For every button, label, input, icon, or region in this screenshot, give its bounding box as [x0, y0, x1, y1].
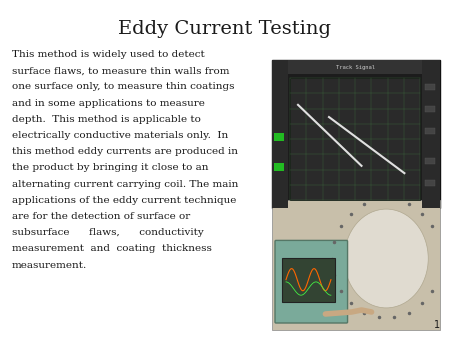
Text: surface flaws, to measure thin walls from: surface flaws, to measure thin walls fro… — [12, 66, 230, 75]
Bar — [425, 128, 435, 134]
FancyBboxPatch shape — [275, 240, 347, 323]
Text: and in some applications to measure: and in some applications to measure — [12, 99, 205, 107]
Bar — [422, 60, 440, 208]
Text: electrically conductive materials only.  In: electrically conductive materials only. … — [12, 131, 228, 140]
Bar — [290, 78, 420, 200]
Text: This method is widely used to detect: This method is widely used to detect — [12, 50, 205, 59]
Text: alternating current carrying coil. The main: alternating current carrying coil. The m… — [12, 179, 238, 189]
Bar — [425, 180, 435, 186]
Text: applications of the eddy current technique: applications of the eddy current techniq… — [12, 196, 236, 205]
Bar — [272, 60, 288, 208]
Bar — [274, 163, 284, 171]
Text: measurement.: measurement. — [12, 261, 87, 270]
Text: are for the detection of surface or: are for the detection of surface or — [12, 212, 190, 221]
Text: the product by bringing it close to an: the product by bringing it close to an — [12, 163, 208, 172]
Bar — [272, 60, 440, 74]
Ellipse shape — [344, 209, 428, 308]
Bar — [425, 106, 435, 112]
Text: subsurface      flaws,      conductivity: subsurface flaws, conductivity — [12, 228, 204, 237]
Text: this method eddy currents are produced in: this method eddy currents are produced i… — [12, 147, 238, 156]
Bar — [282, 258, 335, 302]
Bar — [425, 158, 435, 164]
Bar — [272, 60, 440, 208]
Bar — [425, 83, 435, 90]
Text: one surface only, to measure thin coatings: one surface only, to measure thin coatin… — [12, 82, 234, 91]
Bar — [272, 200, 440, 330]
Text: depth.  This method is applicable to: depth. This method is applicable to — [12, 115, 201, 124]
Text: 1: 1 — [434, 320, 440, 330]
Text: Track Signal: Track Signal — [337, 65, 375, 70]
Bar — [274, 134, 284, 141]
Text: measurement  and  coating  thickness: measurement and coating thickness — [12, 244, 212, 254]
Text: Eddy Current Testing: Eddy Current Testing — [118, 20, 332, 38]
